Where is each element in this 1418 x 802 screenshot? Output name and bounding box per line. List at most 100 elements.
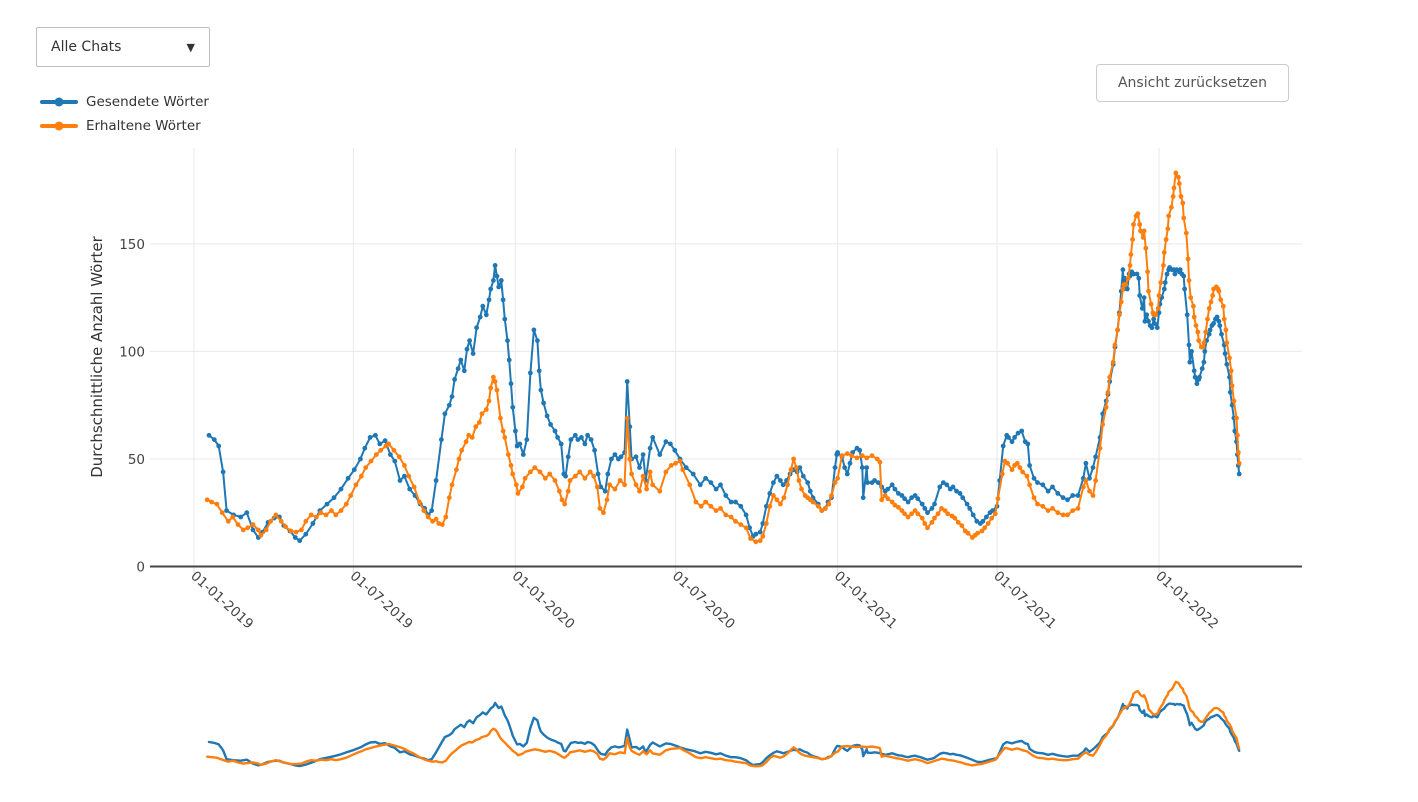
data-point xyxy=(219,510,225,516)
data-point xyxy=(216,443,222,449)
data-point xyxy=(995,496,1001,502)
data-point xyxy=(1153,312,1158,318)
data-point xyxy=(538,387,544,393)
chevron-down-icon: ▼ xyxy=(186,40,195,54)
data-point xyxy=(1181,215,1187,221)
data-point xyxy=(1083,460,1089,466)
data-point xyxy=(713,508,719,513)
data-point xyxy=(1050,506,1055,511)
data-point xyxy=(488,286,494,292)
y-axis-title: Durchschnittliche Anzahl Wörter xyxy=(88,236,106,478)
data-point xyxy=(483,312,489,318)
data-point xyxy=(1176,174,1181,180)
data-point xyxy=(411,484,417,490)
data-point xyxy=(708,480,714,485)
data-point xyxy=(937,484,943,490)
data-point xyxy=(767,491,773,496)
data-point xyxy=(1000,443,1006,449)
data-point xyxy=(1045,508,1051,513)
data-point xyxy=(708,503,714,509)
data-point xyxy=(449,394,455,399)
data-point xyxy=(1216,318,1222,324)
data-point xyxy=(952,515,958,521)
data-point xyxy=(1115,327,1120,333)
data-point xyxy=(1206,331,1212,337)
data-point xyxy=(582,441,588,447)
data-point xyxy=(587,469,593,475)
data-point xyxy=(612,486,618,492)
data-point xyxy=(757,538,763,544)
data-point xyxy=(644,486,649,492)
plot-area[interactable] xyxy=(150,148,1302,567)
data-point xyxy=(520,452,526,457)
data-point xyxy=(763,503,769,509)
data-point xyxy=(449,482,455,488)
data-point xyxy=(513,482,519,488)
data-point xyxy=(607,482,612,488)
rangeslider-track[interactable] xyxy=(146,675,1306,785)
data-point xyxy=(637,465,642,470)
data-point xyxy=(663,469,669,475)
data-point xyxy=(1235,432,1240,438)
data-point xyxy=(1228,368,1234,374)
data-point xyxy=(905,499,911,505)
data-point xyxy=(508,381,514,387)
data-point xyxy=(723,493,729,498)
data-point xyxy=(805,480,811,485)
data-point xyxy=(1183,230,1189,236)
reset-view-button[interactable]: Ansicht zurücksetzen xyxy=(1096,64,1289,102)
data-point xyxy=(498,278,504,283)
data-point xyxy=(1009,467,1015,473)
data-point xyxy=(324,501,330,507)
data-point xyxy=(1191,303,1196,309)
data-point xyxy=(965,530,971,536)
data-point xyxy=(452,377,457,382)
chat-filter-dropdown[interactable]: Alle Chats ▼ xyxy=(36,27,210,67)
data-point xyxy=(964,501,970,507)
data-point xyxy=(1141,228,1147,234)
data-point xyxy=(1130,237,1135,242)
data-point xyxy=(640,452,646,457)
data-point xyxy=(542,475,548,481)
data-point xyxy=(1142,318,1148,324)
legend-item-gesendete[interactable]: Gesendete Wörter xyxy=(40,90,209,114)
data-point xyxy=(800,473,806,479)
data-point xyxy=(1193,323,1199,328)
data-point xyxy=(1060,512,1066,518)
data-point xyxy=(483,407,489,412)
data-point xyxy=(299,527,304,533)
data-point xyxy=(1187,359,1193,365)
data-point xyxy=(528,370,533,376)
data-point xyxy=(470,351,476,356)
data-point xyxy=(601,510,606,516)
data-point xyxy=(788,467,794,473)
legend-line-sample-orange xyxy=(40,121,78,131)
data-point xyxy=(1087,488,1092,494)
data-point xyxy=(1065,497,1070,503)
data-point xyxy=(579,435,584,440)
legend-item-erhaltene[interactable]: Erhaltene Wörter xyxy=(40,114,209,138)
y-tick-label: 150 xyxy=(119,237,145,253)
data-point xyxy=(844,451,850,456)
data-point xyxy=(1070,493,1076,498)
data-point xyxy=(942,508,948,513)
data-point xyxy=(859,453,865,459)
data-point xyxy=(940,480,946,485)
data-point xyxy=(1200,344,1206,350)
data-point xyxy=(847,460,853,466)
data-point xyxy=(872,478,877,483)
data-point xyxy=(1035,501,1040,507)
data-point xyxy=(492,379,498,384)
data-point xyxy=(1020,469,1025,475)
data-point xyxy=(498,415,503,421)
data-point xyxy=(1060,495,1066,501)
data-point xyxy=(1136,275,1142,281)
data-point xyxy=(492,263,498,268)
data-point xyxy=(446,402,452,408)
data-point xyxy=(1014,460,1020,466)
data-point xyxy=(1135,211,1141,217)
data-point xyxy=(1035,480,1040,485)
data-point xyxy=(443,514,449,520)
data-point xyxy=(1197,374,1202,380)
data-point xyxy=(373,432,378,438)
